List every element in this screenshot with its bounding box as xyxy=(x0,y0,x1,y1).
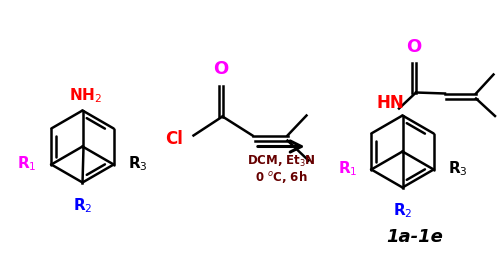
Text: 0 $^o$C, 6h: 0 $^o$C, 6h xyxy=(254,169,308,185)
Text: R$_3$: R$_3$ xyxy=(128,154,148,173)
Text: R$_2$: R$_2$ xyxy=(72,196,92,215)
Text: NH$_2$: NH$_2$ xyxy=(68,86,102,104)
Text: O: O xyxy=(213,59,228,78)
Text: DCM, Et$_3$N: DCM, Et$_3$N xyxy=(246,154,316,169)
Text: Cl: Cl xyxy=(164,130,182,147)
Text: HN: HN xyxy=(376,93,404,112)
Text: R$_1$: R$_1$ xyxy=(16,154,36,173)
Text: R$_1$: R$_1$ xyxy=(338,159,357,178)
Text: O: O xyxy=(406,38,422,56)
Text: R$_2$: R$_2$ xyxy=(392,201,412,220)
Text: 1a-1e: 1a-1e xyxy=(386,227,444,246)
Text: R$_3$: R$_3$ xyxy=(448,159,468,178)
